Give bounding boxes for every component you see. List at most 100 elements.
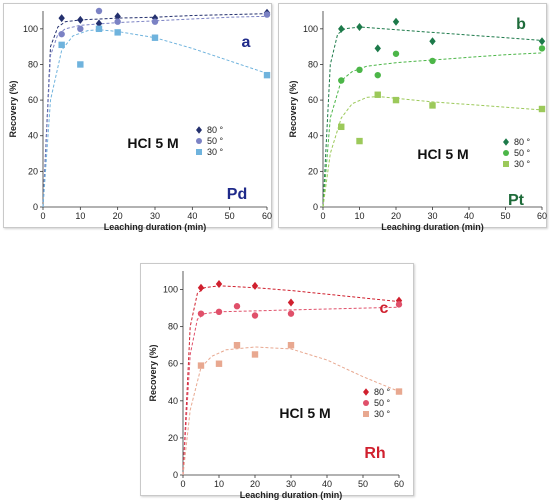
y-tick-label: 20 [308,166,318,176]
data-point [392,17,400,26]
data-point [215,360,223,367]
data-point [215,279,223,288]
data-point [374,91,381,98]
data-point [338,24,345,33]
data-point [95,19,103,28]
x-tick-label: 50 [500,211,510,221]
data-point [356,66,363,73]
data-point [77,25,84,33]
chart-a-svg: 0 20 40 60 80 100 0 10 20 30 40 50 60 Leaching durati… [8,7,272,232]
x-tick-label: 40 [322,479,332,489]
data-point [114,29,121,36]
data-point [263,71,271,79]
metal-label: Pt [508,192,525,209]
data-point [95,25,103,33]
data-point [197,310,205,317]
data-point [233,341,241,349]
data-point [392,50,400,57]
legend-label: 50 ° [207,136,224,146]
x-tick-label: 30 [427,211,437,221]
fit-curve [182,346,400,476]
data-point [395,296,403,305]
fit-curve [322,26,543,208]
fit-curve [322,52,543,208]
legend-label: 50 ° [374,398,391,408]
condition-label: HCl 5 M [127,135,178,151]
data-point [95,7,103,15]
data-point [538,37,546,46]
y-axis-title: Recovery (%) [288,80,298,137]
x-tick-label: 60 [394,479,404,489]
data-point [58,41,65,49]
legend-label: 30 ° [207,147,224,157]
y-tick-label: 80 [308,59,318,69]
legend-label: 80 ° [207,125,224,135]
y-tick-label: 0 [313,202,318,212]
legend-marker [503,138,509,146]
data-point [251,351,259,358]
legend-marker [196,149,202,155]
data-point [374,44,381,53]
condition-label: HCl 5 M [279,405,330,421]
x-tick-label: 40 [464,211,474,221]
y-axis-title: Recovery (%) [148,344,158,401]
data-point [287,298,295,307]
data-point [197,283,205,292]
legend-marker [503,150,509,156]
chart-b-svg: 0 20 40 60 80 100 0 10 20 30 40 50 60 Leaching durati… [288,11,547,232]
legend-label: 80 ° [374,387,391,397]
y-tick-label: 20 [28,166,38,176]
data-point [538,45,546,52]
y-tick-label: 100 [163,285,178,295]
data-point [151,14,159,23]
data-point [356,137,363,145]
chart-panel-c: 0 20 40 60 80 100 0 10 20 30 40 50 60 Leaching durati… [140,263,415,500]
fit-curve [42,29,268,208]
y-tick-label: 0 [33,202,38,212]
x-tick-label: 40 [187,211,197,221]
x-tick-label: 60 [262,211,272,221]
x-tick-label: 0 [40,211,45,221]
y-tick-label: 60 [28,95,38,105]
panel-letter: a [242,34,251,51]
chart-panel-b: 0 20 40 60 80 100 0 10 20 30 40 50 60 Leaching durati… [278,3,548,232]
legend-label: 80 ° [514,137,531,147]
condition-label: HCl 5 M [417,146,468,162]
data-point [114,12,121,21]
data-point [233,303,241,310]
panel-frame [140,263,414,496]
x-tick-label: 10 [354,211,364,221]
y-axis-title: Recovery (%) [8,80,18,137]
x-tick-label: 50 [225,211,235,221]
data-point [77,61,84,68]
y-tick-label: 20 [168,433,178,443]
fit-curve [182,285,400,476]
data-point [338,77,345,84]
x-tick-label: 50 [358,479,368,489]
data-point [338,123,345,131]
x-tick-label: 20 [391,211,401,221]
data-point [197,362,205,369]
data-point [58,14,65,23]
x-axis-title: Leaching duration (min) [104,222,207,232]
data-point [58,30,65,38]
legend-label: 30 ° [514,159,531,169]
data-point [395,388,403,395]
x-tick-label: 0 [180,479,185,489]
legend-marker [363,400,369,406]
fit-curve [182,306,400,476]
data-point [215,308,223,315]
panel-letter: b [516,16,526,33]
legend-marker [503,161,509,167]
x-tick-label: 20 [250,479,260,489]
x-tick-label: 60 [537,211,547,221]
x-axis-title: Leaching duration (min) [381,222,484,232]
x-tick-label: 10 [214,479,224,489]
legend-marker [196,138,202,144]
legend-marker [196,126,202,134]
data-point [251,312,259,319]
data-point [151,34,159,41]
x-tick-label: 20 [113,211,123,221]
x-tick-label: 10 [75,211,85,221]
panel-letter: c [380,300,389,317]
